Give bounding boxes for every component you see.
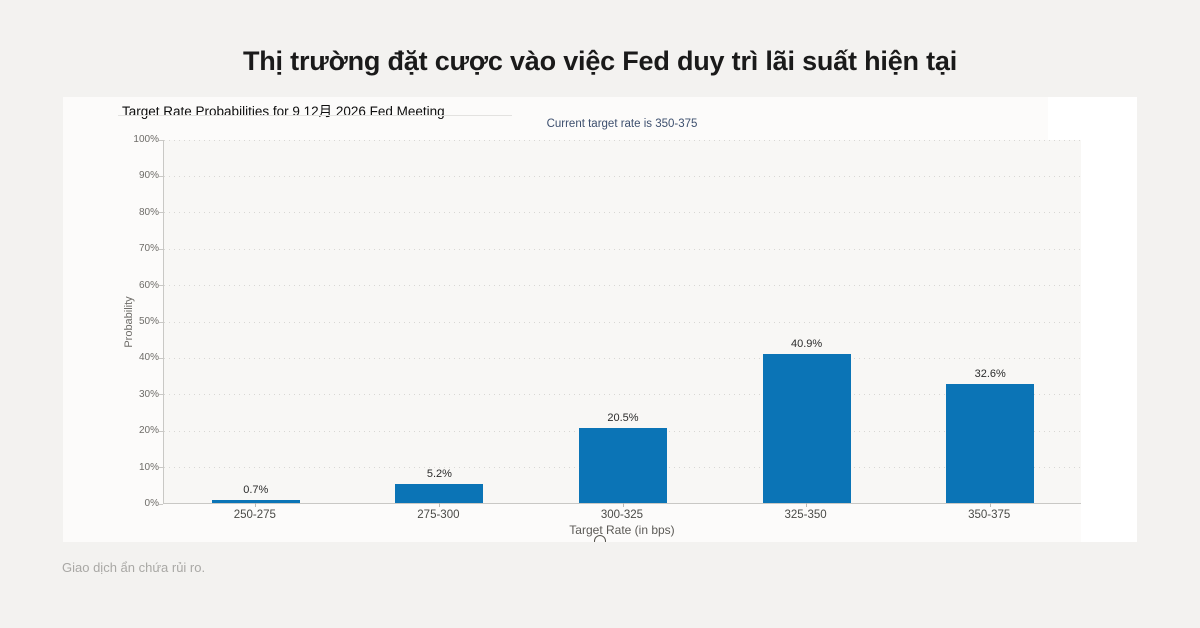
bar-value-label: 20.5% [607, 412, 639, 425]
bar-value-label: 40.9% [790, 338, 823, 351]
bar [395, 484, 484, 503]
y-tick-label: 10% [138, 461, 159, 473]
category-label: 325-350 [784, 509, 827, 521]
y-tick-label: 100% [133, 134, 159, 145]
x-tick-mark [806, 503, 808, 507]
y-tick-label: 50% [138, 316, 159, 327]
y-tick-label: 20% [138, 425, 159, 437]
gridline [164, 321, 1081, 323]
y-tick-mark [159, 504, 163, 505]
y-tick-label: 0% [144, 498, 159, 509]
gridline [164, 212, 1081, 214]
y-tick-mark [159, 212, 163, 214]
y-tick-label: 90% [138, 170, 159, 182]
y-tick-mark [159, 175, 163, 177]
y-tick-label: 30% [138, 388, 159, 400]
y-tick-mark [159, 357, 163, 359]
x-axis-title: Target Rate (in bps) [569, 523, 675, 537]
chart-subtitle: Current target rate is 350-375 [546, 118, 698, 130]
gridline [164, 175, 1081, 177]
page-title: Thị trường đặt cược vào việc Fed duy trì… [242, 46, 958, 76]
gridline [164, 285, 1081, 287]
x-tick-mark [989, 503, 991, 507]
risk-disclaimer: Giao dịch ẩn chứa rủi ro. [62, 560, 206, 575]
y-tick-mark [159, 394, 163, 396]
y-tick-mark [159, 139, 163, 141]
y-tick-mark [159, 248, 163, 250]
category-label: 350-375 [968, 509, 1011, 521]
chart-title: Target Rate Probabilities for 9 12月 2026… [122, 104, 445, 119]
y-tick-mark [159, 467, 163, 469]
y-tick-mark [159, 430, 163, 432]
category-label: 275-300 [417, 509, 460, 521]
clipped-circle-icon [594, 535, 606, 542]
gridline [164, 357, 1081, 359]
gridline [164, 248, 1081, 250]
y-tick-mark [159, 321, 163, 323]
bar-value-label: 0.7% [243, 484, 269, 497]
bar-value-label: 5.2% [426, 468, 452, 481]
bar [211, 500, 300, 503]
gridline [164, 139, 1081, 141]
x-axis-category-row: 250-275 275-300 300-325 325-350 350-375 [163, 509, 1081, 527]
bar [946, 384, 1035, 503]
category-label: 250-275 [233, 509, 276, 521]
y-tick-label: 60% [138, 279, 159, 291]
y-tick-label: 70% [138, 243, 159, 255]
x-tick-mark [255, 503, 257, 507]
y-tick-label: 80% [138, 206, 159, 218]
gridline [164, 394, 1081, 396]
plot-area: Probability 0% 10% 20% 30% 40% 50% 60% 70% 80% 90… [123, 134, 1081, 509]
chart-panel: Target Rate Probabilities for 9 12月 2026… [63, 97, 1137, 542]
title-underline [118, 115, 512, 116]
bar [579, 428, 667, 503]
category-label: 300-325 [600, 509, 644, 521]
bar-value-label: 32.6% [974, 368, 1006, 381]
bar [762, 354, 851, 503]
x-tick-mark [438, 503, 440, 507]
y-tick-label: 40% [138, 352, 159, 364]
x-tick-mark [622, 503, 624, 507]
y-tick-mark [159, 285, 163, 287]
